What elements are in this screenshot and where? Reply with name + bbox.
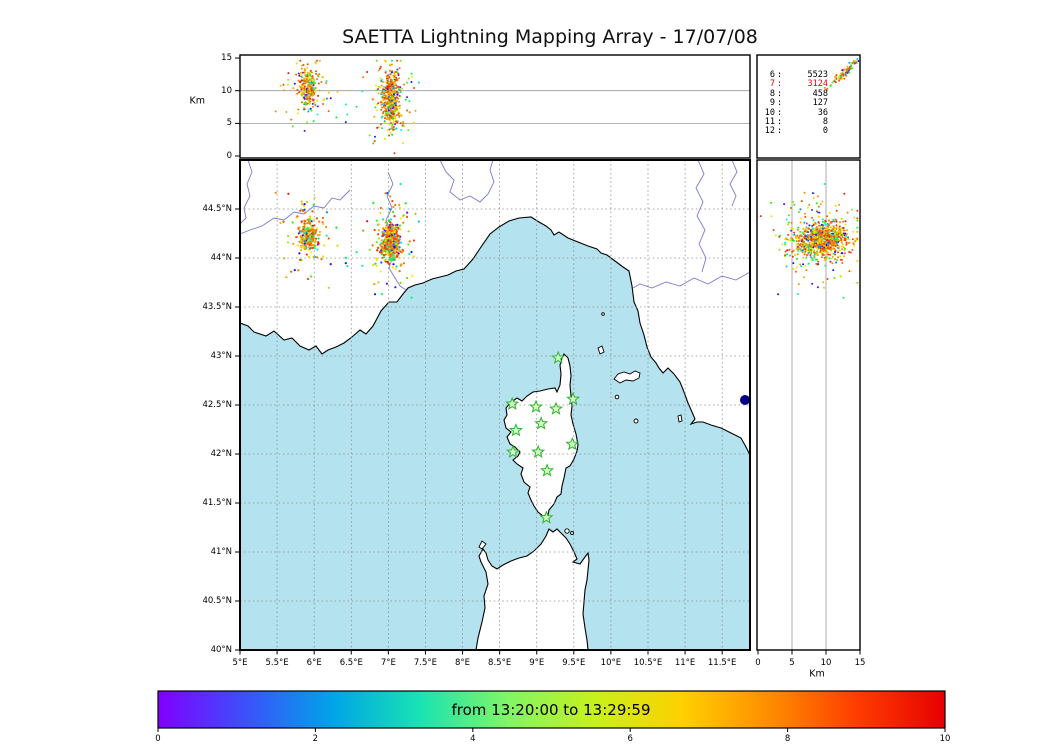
lon-tick-label: 8.5°E: [488, 658, 512, 668]
corsica-coastline: [503, 353, 579, 517]
station-count-row: 9:127: [769, 98, 828, 109]
station-count-panel: 6:5523 7:3124 8:458 9:127 10:36 11:8 12:0: [760, 70, 856, 137]
lon-tick-label: 10.5°E: [633, 658, 663, 668]
lon-tick-label: 5°E: [232, 658, 248, 668]
lon-tick-label: 9°E: [529, 658, 545, 668]
map-panel: [240, 160, 750, 650]
small-island: [677, 414, 683, 423]
alt-tick-label: 10: [221, 85, 232, 96]
small-island: [597, 345, 605, 355]
colorbar-tick-label: 4: [470, 734, 476, 744]
lat-tick-label: 42.5°N: [202, 400, 232, 410]
station-count-row: 11:8: [764, 117, 828, 128]
small-island: [613, 370, 641, 384]
lon-tick-label: 5.5°E: [265, 658, 289, 668]
lat-tick-label: 41.5°N: [202, 498, 232, 508]
lat-tick-label: 43.5°N: [202, 302, 232, 312]
altitude-latitude-frame: [756, 159, 861, 651]
colorbar-gradient: [157, 690, 946, 729]
tick-marks: [157, 57, 946, 732]
colorbar-tick-label: 6: [627, 734, 633, 744]
colorbar-tick-label: 0: [155, 734, 161, 744]
sardinia-coastline: [475, 528, 590, 650]
colorbar-tick-label: 2: [312, 734, 319, 744]
lon-tick-label: 10°E: [600, 658, 622, 668]
colorbar-tick-label: 8: [784, 734, 791, 744]
lat-tick-label: 42°N: [210, 449, 232, 459]
lon-tick-label: 7.5°E: [413, 658, 438, 668]
alt-tick-label: 5: [226, 118, 232, 129]
lma-station-marker: [505, 396, 520, 411]
lat-tick-label: 41°N: [210, 547, 232, 557]
lma-station-marker: [549, 401, 563, 415]
alt-tick-label-right: 15: [854, 658, 866, 668]
lon-tick-label: 7°E: [380, 658, 396, 668]
map-graticule: [240, 160, 750, 650]
small-island: [601, 312, 605, 316]
lat-tick-label: 40.5°N: [202, 596, 232, 606]
colorbar-label: from 13:20:00 to 13:29:59: [451, 701, 651, 719]
lon-tick-label: 11°E: [674, 658, 696, 668]
page-title: SAETTA Lightning Mapping Array - 17/07/0…: [342, 26, 758, 48]
lma-station-marker: [539, 510, 554, 524]
small-island: [570, 531, 574, 535]
stats-panel-points: [823, 58, 860, 91]
lon-tick-label: 11.5°E: [707, 658, 737, 668]
lat-tick-label: 43°N: [210, 351, 232, 361]
lightning-points-map: [274, 182, 420, 299]
lma-station-marker: [565, 436, 580, 451]
alt-tick-label-right: 0: [755, 658, 761, 668]
alt-tick-label: 0: [226, 151, 232, 161]
station-count-row: 12:0: [764, 126, 828, 137]
alt-tick-label: 15: [221, 53, 232, 64]
lon-tick-label: 8°E: [455, 658, 471, 668]
lat-tick-label: 44°N: [210, 253, 232, 263]
station-count-row: 7:3124: [769, 79, 828, 90]
altitude-longitude-points: [274, 59, 420, 155]
altitude-longitude-frame: [239, 54, 751, 159]
alt-tick-label-right: 10: [820, 658, 832, 668]
station-count-row: 10:36: [764, 107, 828, 118]
alt-axis-label-top: Km: [189, 95, 205, 107]
lon-tick-label: 6.5°E: [339, 658, 363, 668]
lma-station-marker: [566, 391, 581, 406]
small-island: [633, 418, 639, 424]
station-count-row: 8:458: [769, 88, 828, 99]
lat-tick-label: 40°N: [210, 645, 232, 655]
small-island: [614, 394, 620, 400]
alt-tick-label-right: 5: [789, 658, 795, 668]
lon-tick-label: 6°E: [306, 658, 322, 668]
lat-tick-label: 44.5°N: [202, 204, 232, 214]
lma-station-marker: [534, 416, 549, 430]
mainland-coastline: [240, 160, 750, 456]
lma-station-marker: [508, 423, 524, 437]
lma-station-marker: [551, 350, 566, 364]
station-count-row: 6:5523: [769, 70, 828, 80]
small-island: [564, 528, 570, 534]
lma-station-marker: [506, 444, 520, 459]
lma-station-marker: [529, 399, 543, 413]
lon-tick-label: 9.5°E: [562, 658, 586, 668]
colorbar-tick-label: 10: [939, 734, 951, 744]
lma-station-marker: [531, 444, 546, 459]
lma-station-marker: [540, 463, 555, 477]
altitude-latitude-points: [759, 183, 859, 299]
lake-bolsena: [740, 395, 750, 405]
alt-axis-label-right: Km: [809, 668, 825, 680]
small-island: [478, 540, 487, 550]
stats-frame: [756, 54, 861, 159]
